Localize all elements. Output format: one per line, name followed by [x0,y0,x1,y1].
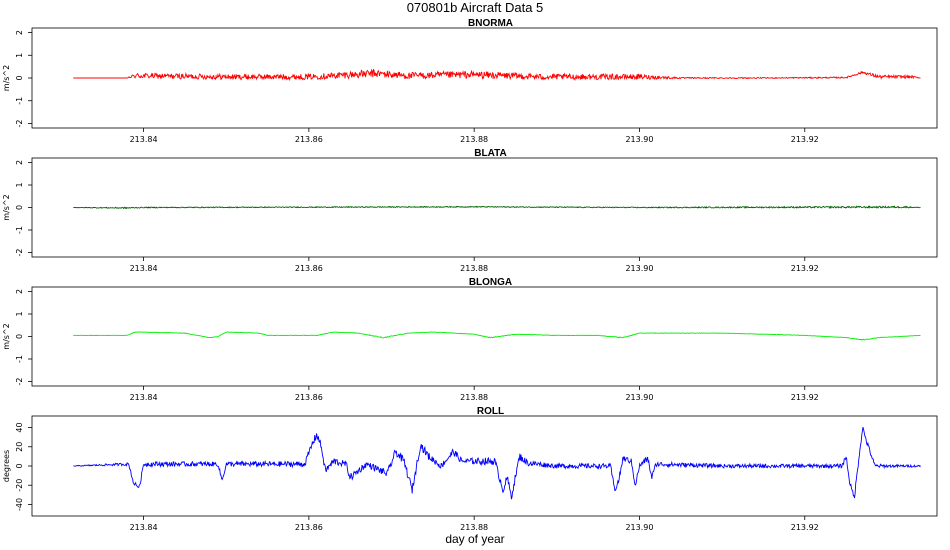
panel-blata: BLATA m/s^2 -2 -1 0 1 2 213.84 213.86 213.88 213.9… [2,148,938,273]
x-tick-label: 213.92 [791,264,819,273]
x-tick-label: 213.86 [295,393,323,402]
y-tick-label: 0 [15,75,24,80]
x-tick-label: 213.84 [130,523,158,532]
y-tick-label: 0 [15,205,24,210]
panel-title: ROLL [477,406,504,417]
y-tick-label: 40 [15,422,24,432]
y-axis-label: m/s^2 [2,194,11,220]
x-tick-label: 213.90 [625,135,653,144]
series-line-roll [73,427,921,500]
y-tick-label: -1 [15,97,24,105]
y-tick-label: 20 [15,442,24,452]
x-tick-label: 213.84 [130,264,158,273]
x-tick-label: 213.90 [625,523,653,532]
x-tick-label: 213.92 [791,393,819,402]
x-axis-label: day of year [445,532,504,546]
x-tick-label: 213.86 [295,135,323,144]
y-tick-label: -2 [15,378,24,386]
series-line-blonga [73,331,921,341]
panel-roll: ROLL degrees -40 -20 0 20 40 213.84 213.86 213.88… [2,406,938,532]
x-tick-label: 213.88 [460,393,488,402]
panel-bnorma: BNORMA m/s^2 -2 -1 0 1 2 213.84 213.86 213.88 213.… [2,18,938,144]
y-tick-label: 1 [15,311,24,316]
y-tick-label: -20 [15,479,24,492]
panel-title: BLONGA [469,277,512,288]
y-tick-label: 1 [15,53,24,58]
x-tick-label: 213.92 [791,135,819,144]
x-tick-label: 213.90 [625,264,653,273]
y-tick-label: -1 [15,226,24,234]
series-line-blata [73,205,921,210]
y-tick-label: -1 [15,355,24,363]
panels-container: BNORMA m/s^2 -2 -1 0 1 2 213.84 213.86 213.88 213.… [2,18,938,532]
y-tick-label: 2 [15,289,24,294]
x-tick-label: 213.86 [295,264,323,273]
x-tick-label: 213.88 [460,135,488,144]
x-tick-label: 213.92 [791,523,819,532]
chart-title: 070801b Aircraft Data 5 [407,0,544,15]
series-line-bnorma [73,68,921,82]
y-tick-label: 0 [15,334,24,339]
x-tick-label: 213.86 [295,523,323,532]
y-tick-label: -40 [15,498,24,511]
y-axis-label: m/s^2 [2,65,11,91]
panel-title: BNORMA [468,18,513,29]
y-tick-label: -2 [15,249,24,257]
x-tick-label: 213.90 [625,393,653,402]
panel-blonga: BLONGA m/s^2 -2 -1 0 1 2 213.84 213.86 213.88 213.… [2,277,938,402]
panel-title: BLATA [474,148,506,159]
y-axis-label: m/s^2 [2,323,11,349]
y-tick-label: 0 [15,463,24,468]
x-tick-label: 213.88 [460,523,488,532]
y-tick-label: 1 [15,182,24,187]
y-tick-label: 2 [15,30,24,35]
x-tick-label: 213.84 [130,135,158,144]
x-tick-label: 213.88 [460,264,488,273]
y-axis-label: degrees [2,450,11,482]
y-tick-label: 2 [15,160,24,165]
x-tick-label: 213.84 [130,393,158,402]
y-tick-label: -2 [15,119,24,127]
